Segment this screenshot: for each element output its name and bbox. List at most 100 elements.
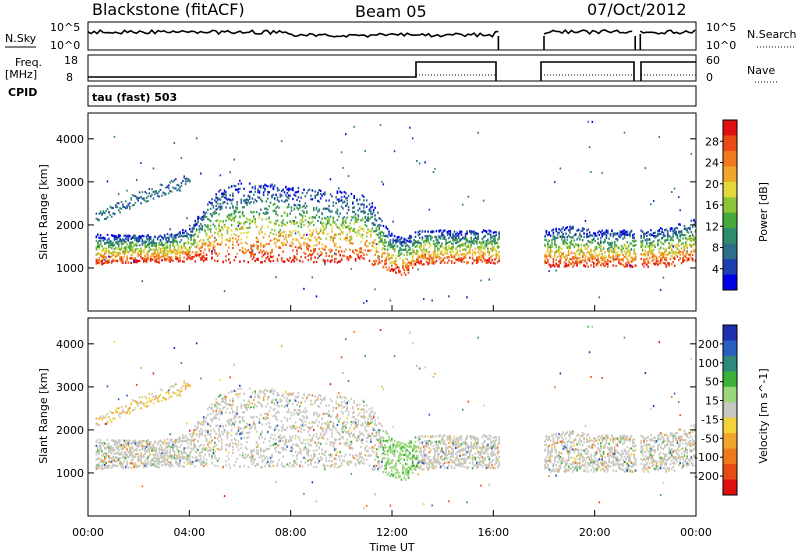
power-cell bbox=[254, 220, 256, 223]
velocity-cell bbox=[104, 457, 106, 460]
power-cell bbox=[124, 234, 127, 237]
power-cell bbox=[464, 233, 467, 236]
power-cell bbox=[616, 238, 619, 241]
power-cell bbox=[584, 244, 587, 247]
power-cell bbox=[179, 235, 181, 238]
power-cell bbox=[243, 231, 245, 234]
power-cell bbox=[350, 242, 353, 245]
power-cell bbox=[168, 184, 170, 187]
power-cell bbox=[177, 251, 180, 255]
power-cell bbox=[579, 260, 581, 263]
power-cell bbox=[289, 256, 291, 260]
power-cell bbox=[445, 238, 447, 241]
power-cell bbox=[480, 255, 482, 258]
velocity-cell bbox=[149, 446, 152, 449]
power-cell bbox=[194, 254, 197, 257]
power-cell bbox=[311, 233, 314, 236]
power-cell bbox=[102, 211, 105, 214]
power-cell bbox=[460, 260, 463, 263]
power-cell bbox=[588, 241, 591, 244]
power-cell bbox=[558, 249, 560, 253]
power-cell bbox=[584, 254, 587, 258]
velocity-cell bbox=[113, 452, 116, 455]
power-cell bbox=[287, 234, 290, 237]
power-cell bbox=[110, 215, 113, 218]
power-cell bbox=[321, 217, 323, 220]
power-cell bbox=[198, 253, 201, 256]
velocity-cell bbox=[151, 445, 153, 448]
power-cell bbox=[686, 229, 688, 232]
power-cell bbox=[183, 175, 185, 178]
power-cell bbox=[105, 218, 107, 220]
power-cell bbox=[280, 221, 283, 224]
power-cell bbox=[353, 195, 355, 198]
power-cell bbox=[239, 215, 241, 218]
power-cell bbox=[233, 232, 236, 235]
velocity-cell bbox=[138, 458, 141, 461]
velocity-cell bbox=[110, 439, 113, 442]
power-cell bbox=[138, 235, 141, 238]
power-cell bbox=[247, 199, 250, 202]
velocity-cell bbox=[127, 456, 130, 459]
power-cell bbox=[116, 260, 119, 263]
power-cell bbox=[271, 194, 273, 197]
power-cell bbox=[214, 251, 216, 254]
power-cell bbox=[430, 230, 432, 234]
power-cell bbox=[267, 211, 269, 215]
velocity-cell bbox=[136, 447, 138, 450]
power-cell bbox=[365, 231, 368, 235]
velocity-cell bbox=[115, 443, 117, 446]
power-cell bbox=[273, 237, 276, 240]
power-cell bbox=[600, 240, 602, 243]
power-cell bbox=[384, 263, 386, 266]
power-cell bbox=[627, 262, 630, 265]
power-cell bbox=[647, 251, 649, 254]
power-cell bbox=[112, 259, 114, 262]
power-cell bbox=[488, 250, 491, 254]
velocity-cell bbox=[130, 449, 132, 453]
power-cell bbox=[193, 255, 195, 258]
power-cell bbox=[315, 244, 318, 247]
power-cell bbox=[209, 231, 212, 234]
power-cell bbox=[328, 209, 330, 212]
velocity-cell bbox=[134, 400, 137, 403]
power-cell bbox=[652, 244, 655, 247]
power-cell bbox=[98, 244, 100, 247]
power-cell bbox=[283, 211, 286, 214]
power-cell bbox=[573, 257, 576, 260]
power-cell bbox=[172, 180, 174, 183]
velocity-cell bbox=[140, 442, 142, 445]
power-cell bbox=[299, 242, 301, 245]
power-cell bbox=[240, 198, 243, 201]
power-cell bbox=[473, 259, 475, 262]
power-cell bbox=[683, 245, 686, 248]
power-cell bbox=[126, 235, 128, 238]
power-cell bbox=[286, 221, 289, 224]
power-cell bbox=[350, 219, 353, 222]
velocity-cell bbox=[98, 417, 100, 420]
power-cell bbox=[110, 260, 113, 263]
power-cell bbox=[595, 234, 598, 237]
power-cell bbox=[145, 252, 148, 255]
power-cell bbox=[205, 232, 208, 235]
power-cell bbox=[228, 218, 230, 221]
power-cell bbox=[352, 206, 354, 209]
power-cell bbox=[360, 235, 362, 238]
power-cell bbox=[273, 202, 276, 206]
power-cell bbox=[569, 225, 571, 228]
power-cell bbox=[363, 302, 365, 305]
power-cell bbox=[95, 248, 98, 251]
power-cell bbox=[205, 211, 208, 214]
power-cell bbox=[665, 265, 668, 268]
velocity-cell bbox=[99, 417, 102, 420]
power-cell bbox=[286, 240, 289, 243]
power-cell bbox=[214, 210, 216, 213]
velocity-cell bbox=[166, 441, 169, 444]
power-cell bbox=[611, 242, 613, 245]
power-cell bbox=[219, 205, 222, 208]
power-cell bbox=[591, 234, 594, 237]
velocity-cell bbox=[172, 442, 174, 445]
power-cell bbox=[662, 247, 665, 250]
power-cell bbox=[374, 239, 376, 242]
power-cell bbox=[354, 249, 357, 252]
